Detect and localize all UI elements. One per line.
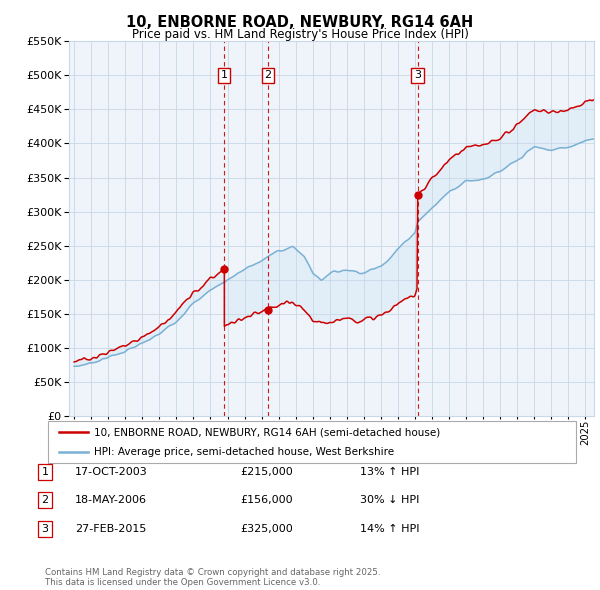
Text: 14% ↑ HPI: 14% ↑ HPI	[360, 524, 419, 533]
Text: 3: 3	[414, 70, 421, 80]
Text: 13% ↑ HPI: 13% ↑ HPI	[360, 467, 419, 477]
Text: Price paid vs. HM Land Registry's House Price Index (HPI): Price paid vs. HM Land Registry's House …	[131, 28, 469, 41]
Text: 17-OCT-2003: 17-OCT-2003	[75, 467, 148, 477]
Text: 18-MAY-2006: 18-MAY-2006	[75, 496, 147, 505]
Text: 1: 1	[221, 70, 227, 80]
Text: 27-FEB-2015: 27-FEB-2015	[75, 524, 146, 533]
Text: 2: 2	[265, 70, 272, 80]
Text: £325,000: £325,000	[240, 524, 293, 533]
Text: 1: 1	[41, 467, 49, 477]
Text: £215,000: £215,000	[240, 467, 293, 477]
Text: 30% ↓ HPI: 30% ↓ HPI	[360, 496, 419, 505]
Text: £156,000: £156,000	[240, 496, 293, 505]
Text: 3: 3	[41, 524, 49, 533]
FancyBboxPatch shape	[48, 421, 576, 463]
Text: 10, ENBORNE ROAD, NEWBURY, RG14 6AH (semi-detached house): 10, ENBORNE ROAD, NEWBURY, RG14 6AH (sem…	[94, 427, 441, 437]
Text: 2: 2	[41, 496, 49, 505]
Text: HPI: Average price, semi-detached house, West Berkshire: HPI: Average price, semi-detached house,…	[94, 447, 395, 457]
Text: Contains HM Land Registry data © Crown copyright and database right 2025.
This d: Contains HM Land Registry data © Crown c…	[45, 568, 380, 587]
Text: 10, ENBORNE ROAD, NEWBURY, RG14 6AH: 10, ENBORNE ROAD, NEWBURY, RG14 6AH	[127, 15, 473, 30]
